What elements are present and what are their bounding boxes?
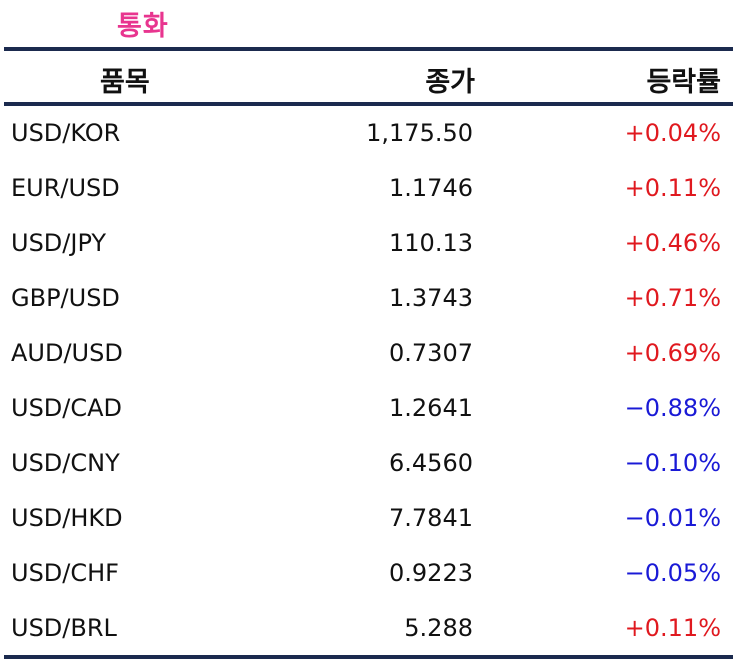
table-header-rule [4, 102, 733, 106]
table-top-rule [4, 47, 733, 51]
row-close: 6.4560 [389, 449, 473, 477]
row-change: +0.46% [624, 229, 721, 257]
header-item: 품목 [100, 67, 150, 98]
row-item: USD/HKD [11, 504, 123, 532]
row-change: +0.69% [624, 339, 721, 367]
row-close: 7.7841 [389, 504, 473, 532]
row-close: 1.3743 [389, 284, 473, 312]
table-row: GBP/USD 1.3743 +0.71% [0, 271, 737, 326]
table-row: USD/CAD 1.2641 −0.88% [0, 381, 737, 436]
row-item: USD/JPY [11, 229, 107, 257]
row-item: USD/KOR [11, 119, 121, 147]
row-change: +0.04% [624, 119, 721, 147]
row-item: USD/CAD [11, 394, 123, 422]
table-row: USD/KOR 1,175.50 +0.04% [0, 106, 737, 161]
row-close: 1.1746 [389, 174, 473, 202]
table-row: USD/HKD 7.7841 −0.01% [0, 491, 737, 546]
row-close: 1.2641 [389, 394, 473, 422]
row-item: AUD/USD [11, 339, 123, 367]
row-item: USD/CHF [11, 559, 119, 587]
row-change: −0.01% [624, 504, 721, 532]
row-change: +0.11% [624, 174, 721, 202]
table-row: USD/CNY 6.4560 −0.10% [0, 436, 737, 491]
row-change: −0.10% [624, 449, 721, 477]
row-change: −0.05% [624, 559, 721, 587]
row-close: 110.13 [389, 229, 473, 257]
table-row: AUD/USD 0.7307 +0.69% [0, 326, 737, 381]
header-close: 종가 [425, 67, 475, 98]
row-change: +0.11% [624, 614, 721, 642]
row-change: −0.88% [624, 394, 721, 422]
row-close: 1,175.50 [366, 119, 473, 147]
row-close: 0.7307 [389, 339, 473, 367]
header-change: 등락률 [646, 67, 721, 98]
row-close: 5.288 [404, 614, 473, 642]
row-close: 0.9223 [389, 559, 473, 587]
row-item: EUR/USD [11, 174, 120, 202]
row-item: GBP/USD [11, 284, 120, 312]
table-row: USD/JPY 110.13 +0.46% [0, 216, 737, 271]
table-row: USD/BRL 5.288 +0.11% [0, 601, 737, 656]
table-body: USD/KOR 1,175.50 +0.04% EUR/USD 1.1746 +… [0, 106, 737, 656]
table-bottom-rule [4, 655, 733, 659]
page-title: 통화 [117, 11, 169, 42]
row-item: USD/CNY [11, 449, 120, 477]
table-header: 품목 종가 등락률 [0, 51, 737, 102]
table-row: USD/CHF 0.9223 −0.05% [0, 546, 737, 601]
table-row: EUR/USD 1.1746 +0.11% [0, 161, 737, 216]
row-change: +0.71% [624, 284, 721, 312]
row-item: USD/BRL [11, 614, 117, 642]
